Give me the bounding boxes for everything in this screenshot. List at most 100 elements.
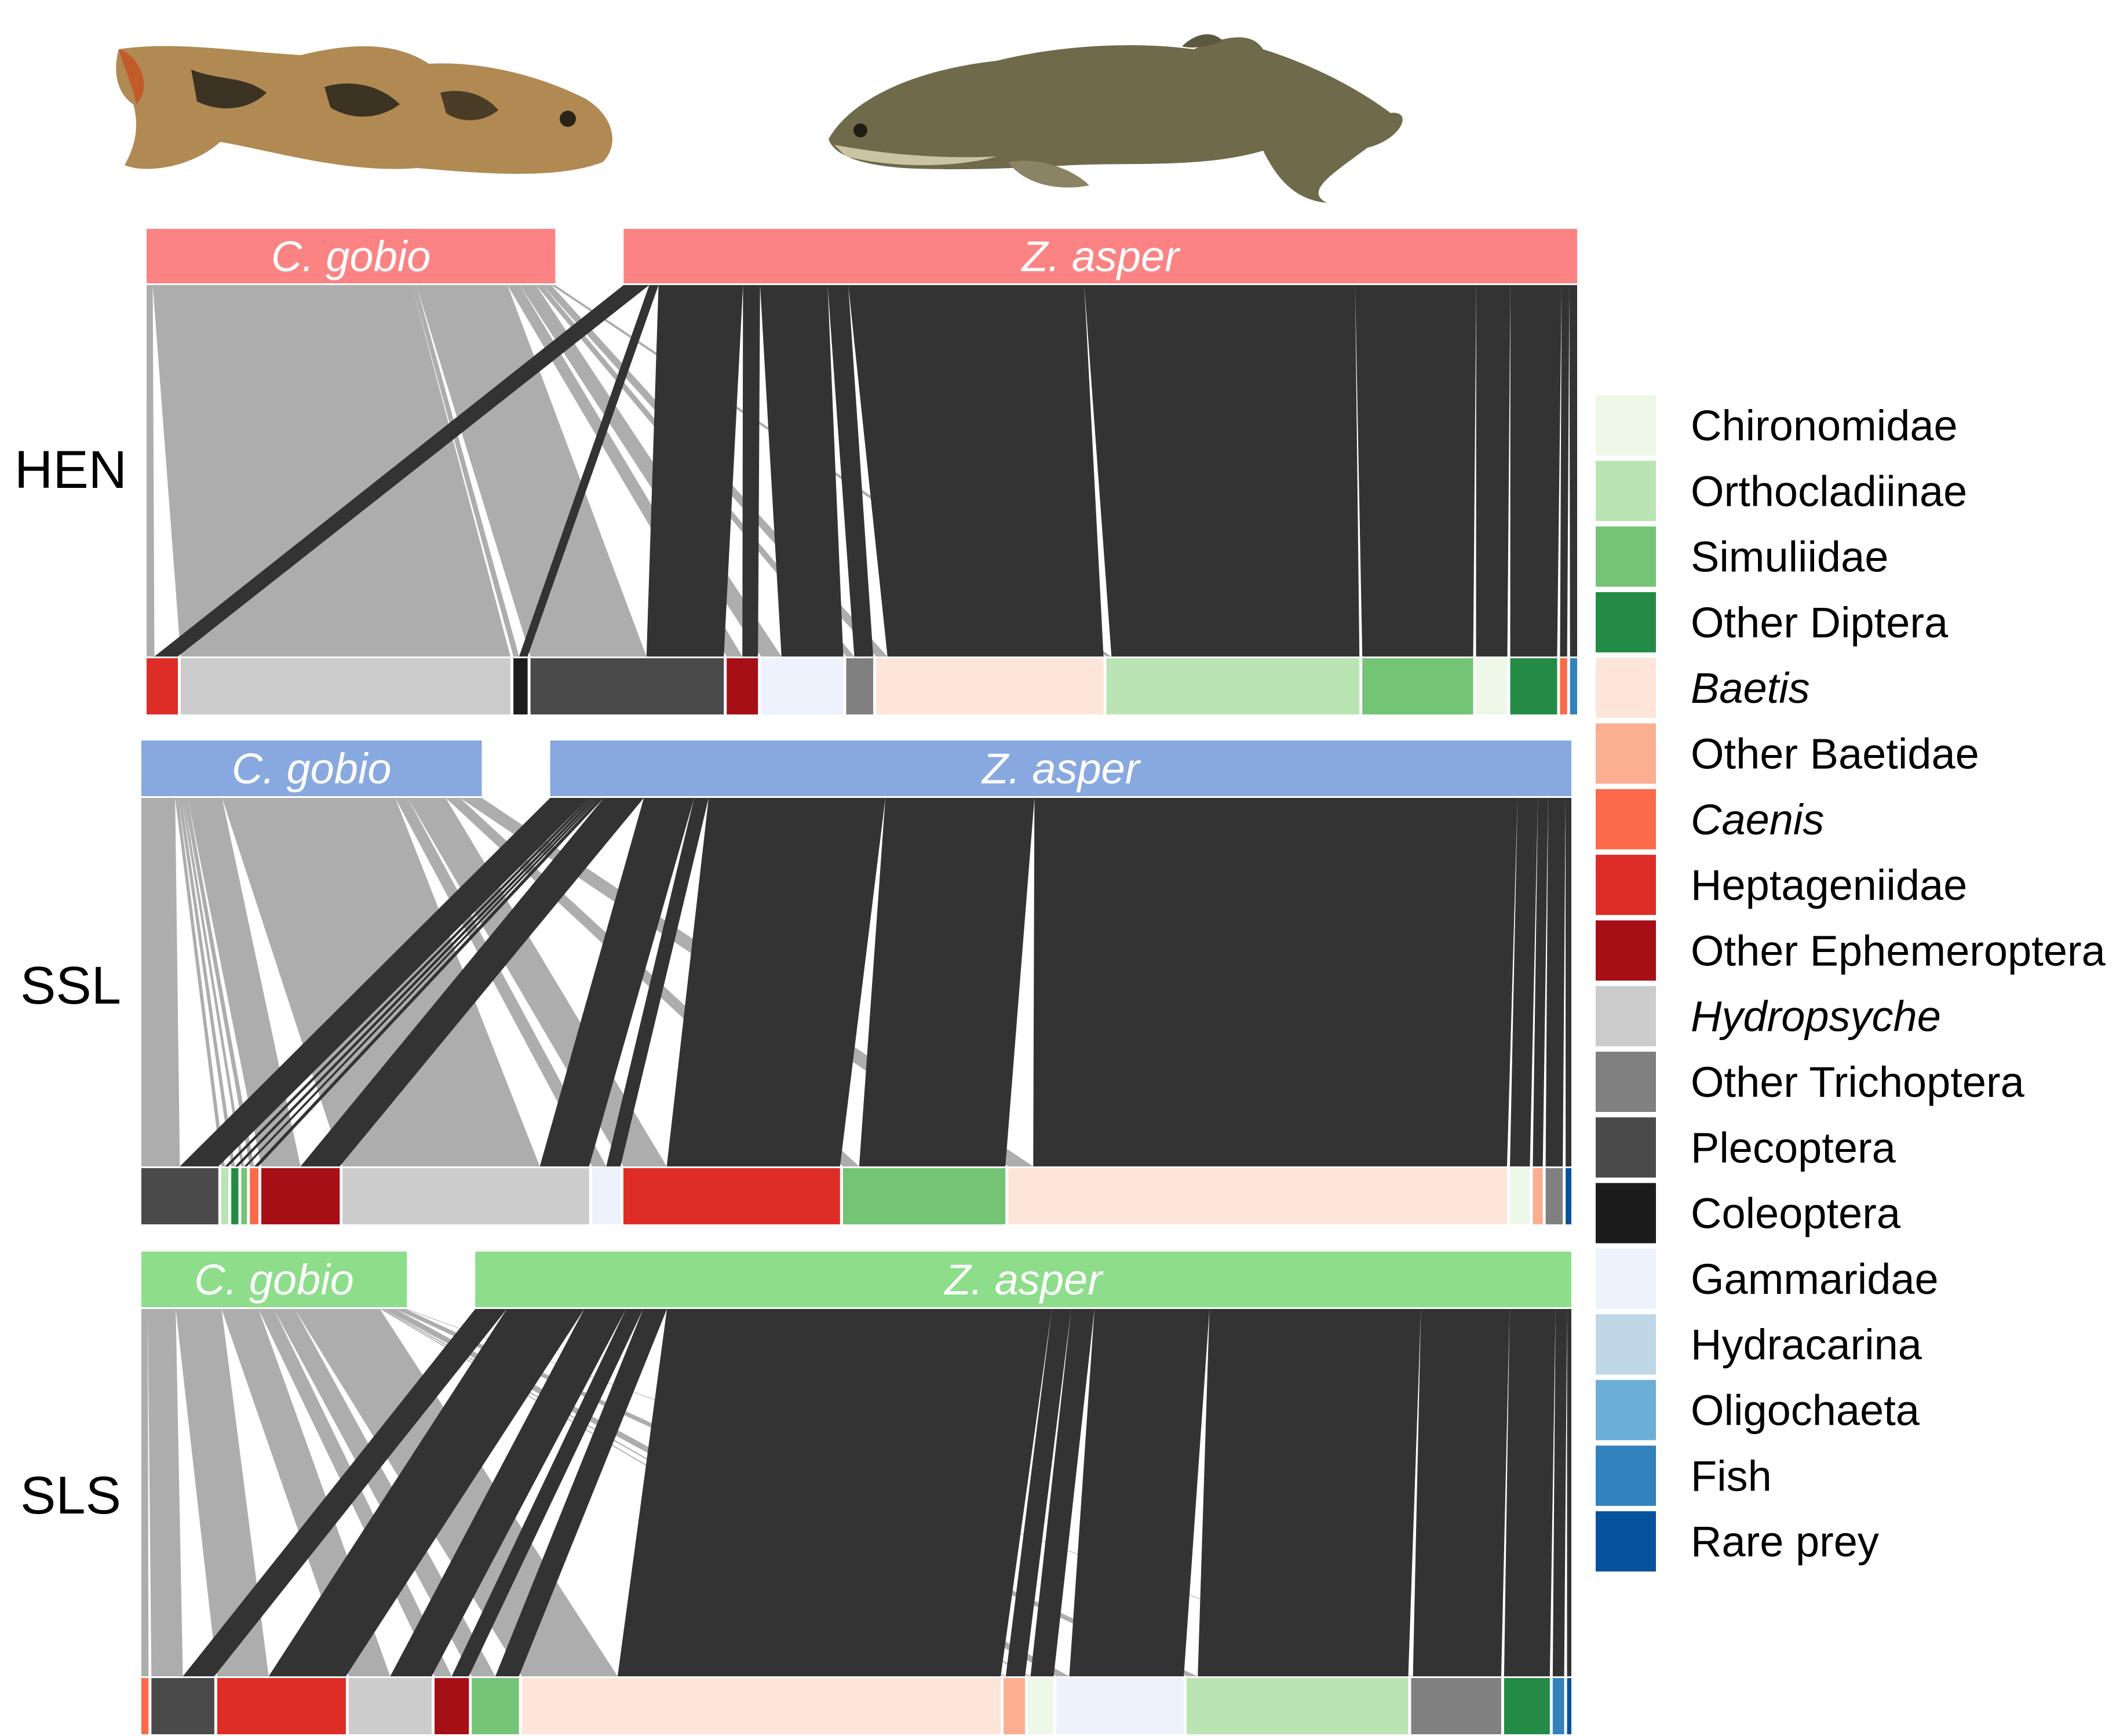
link-c-gobio-plecoptera: [147, 1309, 183, 1676]
prey-segment-heptageniidae: [623, 1168, 840, 1224]
predator-label-z-asper: Z. asper: [1020, 232, 1181, 280]
link-z-asper-orthocladiinae: [1084, 285, 1360, 657]
legend-label-other-baetidae: Other Baetidae: [1691, 730, 1979, 778]
legend-label-other-ephemeroptera: Other Ephemeroptera: [1691, 927, 2106, 975]
legend-label-chironomidae: Chironomidae: [1691, 402, 1958, 450]
link-c-gobio-plecoptera: [141, 798, 180, 1166]
legend: Chironomidae Orthocladiinae Simuliidae Othe…: [1596, 395, 2106, 1572]
legend-label-caenis: Caenis: [1691, 796, 1824, 844]
prey-segment-chironomidae: [1028, 1678, 1054, 1734]
link-z-asper-other-ephemeroptera: [451, 1309, 644, 1676]
link-z-asper-gammaridae: [606, 798, 709, 1166]
link-z-asper-heptageniidae: [154, 285, 650, 657]
link-z-asper-chironomidae: [1030, 1309, 1094, 1676]
prey-segment-orthocladiinae: [221, 1168, 229, 1224]
link-z-asper-other-ephemeroptera: [742, 285, 760, 657]
prey-segment-fish: [1552, 1678, 1564, 1734]
legend-item-other-baetidae: Other Baetidae: [1596, 723, 1979, 784]
link-z-asper-fish: [1552, 1309, 1567, 1676]
site-label-sls: SLS: [20, 1466, 121, 1525]
legend-item-heptageniidae: Heptageniidae: [1596, 855, 1967, 916]
legend-swatch-rare-prey: [1596, 1511, 1656, 1572]
prey-segment-gammaridae: [1056, 1678, 1184, 1734]
legend-label-baetis: Baetis: [1691, 664, 1810, 712]
link-z-asper-caenis: [1560, 285, 1570, 657]
link-z-asper-heptageniidae: [268, 1309, 585, 1676]
legend-item-other-diptera: Other Diptera: [1596, 592, 1949, 652]
legend-item-rare-prey: Rare prey: [1596, 1511, 1879, 1572]
link-z-asper-simuliidae: [1355, 285, 1476, 657]
predator-label-c-gobio: C. gobio: [232, 745, 392, 793]
legend-label-other-trichoptera: Other Trichoptera: [1691, 1058, 2025, 1106]
prey-segment-chironomidae: [1509, 1168, 1530, 1224]
predator-header-c-gobio: [141, 741, 482, 796]
prey-segment-plecoptera: [151, 1678, 214, 1734]
legend-swatch-hydropsyche: [1596, 986, 1656, 1046]
prey-segment-baetis: [521, 1678, 1001, 1734]
link-z-asper-hydropsyche: [539, 798, 695, 1166]
prey-segment-other-ephemeroptera: [435, 1678, 469, 1734]
link-z-asper-other-diptera: [235, 798, 597, 1166]
prey-segment-other-trichoptera: [846, 658, 874, 714]
link-z-asper-hydropsyche: [390, 1309, 626, 1676]
link-c-gobio-orthocladiinae: [175, 798, 225, 1166]
link-z-asper-simuliidae: [495, 1309, 667, 1676]
legend-item-baetis: Baetis: [1596, 658, 1810, 719]
link-z-asper-other-baetidae: [1005, 1309, 1071, 1676]
legend-item-oligochaeta: Oligochaeta: [1596, 1380, 1920, 1440]
legend-swatch-other-diptera: [1596, 592, 1656, 652]
legend-item-chironomidae: Chironomidae: [1596, 395, 1958, 455]
link-c-gobio-gammaridae: [395, 798, 607, 1166]
predator-header-z-asper: [623, 229, 1577, 283]
link-c-gobio-caenis: [141, 1309, 149, 1676]
link-c-gobio-caenis: [184, 798, 254, 1166]
legend-item-orthocladiinae: Orthocladiinae: [1596, 461, 1967, 521]
link-z-asper-other-baetidae: [1533, 798, 1548, 1166]
predator-header-z-asper: [475, 1252, 1571, 1307]
link-c-gobio-simuliidae: [181, 798, 245, 1166]
link-z-asper-simuliidae: [859, 798, 1035, 1166]
link-c-gobio-heptageniidae: [176, 1309, 269, 1676]
legend-label-orthocladiinae: Orthocladiinae: [1691, 467, 1967, 515]
prey-segment-coleoptera: [513, 658, 528, 714]
prey-segment-hydropsyche: [342, 1168, 589, 1224]
prey-segment-caenis: [141, 1678, 149, 1734]
legend-item-plecoptera: Plecoptera: [1596, 1117, 1896, 1178]
prey-segment-other-diptera: [231, 1168, 239, 1224]
prey-segment-hydropsyche: [180, 658, 511, 714]
legend-item-fish: Fish: [1596, 1445, 1772, 1506]
prey-segment-simuliidae: [1362, 658, 1473, 714]
prey-segment-other-ephemeroptera: [261, 1168, 340, 1224]
legend-swatch-caenis: [1596, 789, 1656, 849]
z-asper-illustration: [829, 34, 1403, 203]
link-z-asper-rare-prey: [1565, 798, 1571, 1166]
prey-segment-baetis: [876, 658, 1104, 714]
site-ssl: C. gobio Z. asper SSL: [20, 741, 1571, 1224]
link-z-asper-other-ephemeroptera: [300, 798, 644, 1166]
prey-segment-simuliidae: [842, 1168, 1006, 1224]
link-z-asper-baetis: [848, 285, 1104, 657]
prey-segment-caenis: [250, 1168, 259, 1224]
legend-item-caenis: Caenis: [1596, 789, 1824, 849]
legend-label-rare-prey: Rare prey: [1691, 1518, 1879, 1566]
site-label-ssl: SSL: [20, 956, 121, 1015]
link-z-asper-other-trichoptera: [827, 285, 874, 657]
legend-swatch-baetis: [1596, 658, 1656, 719]
legend-item-hydracarina: Hydracarina: [1596, 1314, 1922, 1375]
legend-swatch-plecoptera: [1596, 1117, 1656, 1178]
prey-segment-other-trichoptera: [1411, 1678, 1501, 1734]
legend-swatch-hydracarina: [1596, 1314, 1656, 1375]
prey-segment-gammaridae: [761, 658, 844, 714]
prey-segment-gammaridae: [592, 1168, 621, 1224]
predator-label-c-gobio: C. gobio: [271, 232, 431, 280]
predator-label-z-asper: Z. asper: [943, 1256, 1104, 1304]
legend-swatch-other-baetidae: [1596, 723, 1656, 784]
link-z-asper-plecoptera: [180, 798, 590, 1166]
legend-swatch-orthocladiinae: [1596, 461, 1656, 521]
legend-item-hydropsyche: Hydropsyche: [1596, 986, 1941, 1046]
prey-segment-other-trichoptera: [1545, 1168, 1563, 1224]
link-z-asper-gammaridae: [760, 285, 844, 657]
link-z-asper-rare-prey: [1567, 1309, 1571, 1676]
link-z-asper-caenis: [254, 798, 604, 1166]
